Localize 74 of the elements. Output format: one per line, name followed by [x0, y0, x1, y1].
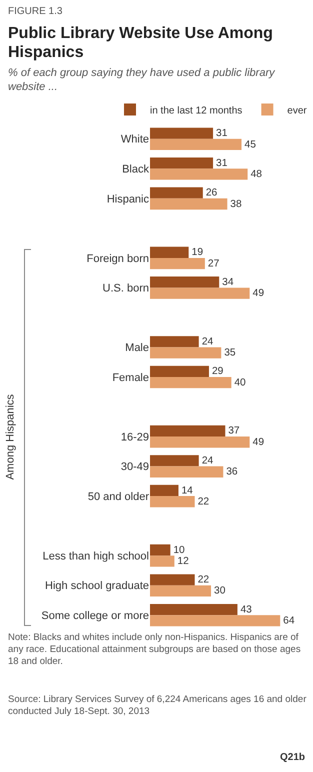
y-tick-label: Less than high school	[42, 550, 149, 562]
y-tick-label: White	[120, 134, 149, 146]
data-label: 35	[224, 348, 236, 359]
bar	[150, 187, 203, 198]
bar	[150, 585, 212, 597]
data-label: 10	[173, 544, 186, 556]
data-label: 36	[226, 466, 238, 478]
bar	[150, 377, 232, 388]
bar	[150, 246, 189, 258]
data-label: 12	[177, 556, 190, 567]
data-label: 40	[234, 377, 246, 388]
data-label: 29	[212, 366, 224, 378]
y-tick-label: Male	[125, 342, 149, 354]
data-label: 31	[216, 158, 228, 169]
data-label: 24	[202, 456, 214, 466]
y-tick-label: 30-49	[120, 461, 149, 474]
data-label: 14	[181, 485, 194, 496]
bar	[150, 258, 205, 270]
text: Q21b	[280, 752, 305, 763]
data-label: 30	[214, 586, 226, 597]
bar	[150, 455, 199, 466]
bar	[150, 425, 226, 437]
data-label: 24	[202, 336, 214, 348]
y-tick-label: 50 and older	[88, 490, 150, 503]
data-label: 27	[208, 258, 220, 270]
text: Among Hispanics	[4, 394, 17, 480]
data-label: 49	[252, 288, 264, 300]
bar	[150, 288, 250, 299]
bar	[150, 168, 248, 180]
data-label: 22	[198, 574, 210, 586]
y-tick-label: Hispanic	[106, 193, 150, 206]
bar	[150, 198, 228, 210]
y-tick-label: U.S. born	[102, 282, 149, 295]
bar	[150, 128, 214, 139]
y-tick-label: Black	[122, 164, 150, 176]
y-tick-label: Foreign born	[86, 252, 149, 265]
data-label: 64	[283, 615, 295, 626]
bar	[150, 496, 195, 508]
bar	[150, 347, 222, 358]
data-label: 43	[240, 604, 252, 616]
text: Note: Blacks and whites include only non-Hispanics. Hispanics are of any race. Educational attainment subgroups are based on those ages 18 and older.	[8, 632, 302, 668]
data-label: 48	[250, 169, 262, 180]
chart-subtitle: % of each group saying they have used a public library website ...	[8, 66, 276, 94]
caption: FIGURE 1.3	[8, 6, 62, 17]
bar	[150, 574, 195, 586]
data-label: 22	[198, 496, 210, 508]
data-label: 49	[252, 436, 264, 448]
data-label: 37	[228, 426, 240, 437]
data-label: 31	[216, 128, 228, 140]
data-label: 45	[244, 139, 256, 150]
bar	[150, 604, 238, 616]
y-tick-label: Some college or more	[41, 610, 149, 622]
legend-label: in the last 12 months	[150, 105, 242, 116]
source-note: Source: Library Services Survey of 6,224 Americans ages 16 and older conducted July 18-Sept. 30, 2013	[8, 694, 308, 718]
y-tick-label: 16-29	[120, 431, 149, 444]
data-label: 19	[192, 247, 204, 258]
bar	[150, 366, 209, 377]
bar	[150, 276, 220, 288]
bar	[150, 615, 280, 626]
bar	[150, 138, 242, 150]
data-label: 38	[230, 198, 242, 210]
bar	[150, 544, 170, 556]
bar	[150, 436, 250, 448]
bar	[150, 157, 214, 169]
bar	[150, 466, 224, 478]
chart-title: Public Library Website Use Among Hispanics	[8, 24, 274, 62]
y-tick-label: High school graduate	[45, 580, 149, 592]
bar	[150, 336, 199, 348]
y-tick-label: Female	[112, 372, 149, 384]
bar	[150, 556, 174, 567]
bar	[150, 484, 178, 496]
data-label: 34	[222, 276, 234, 288]
data-label: 26	[206, 188, 218, 199]
legend-label: ever	[287, 105, 308, 116]
